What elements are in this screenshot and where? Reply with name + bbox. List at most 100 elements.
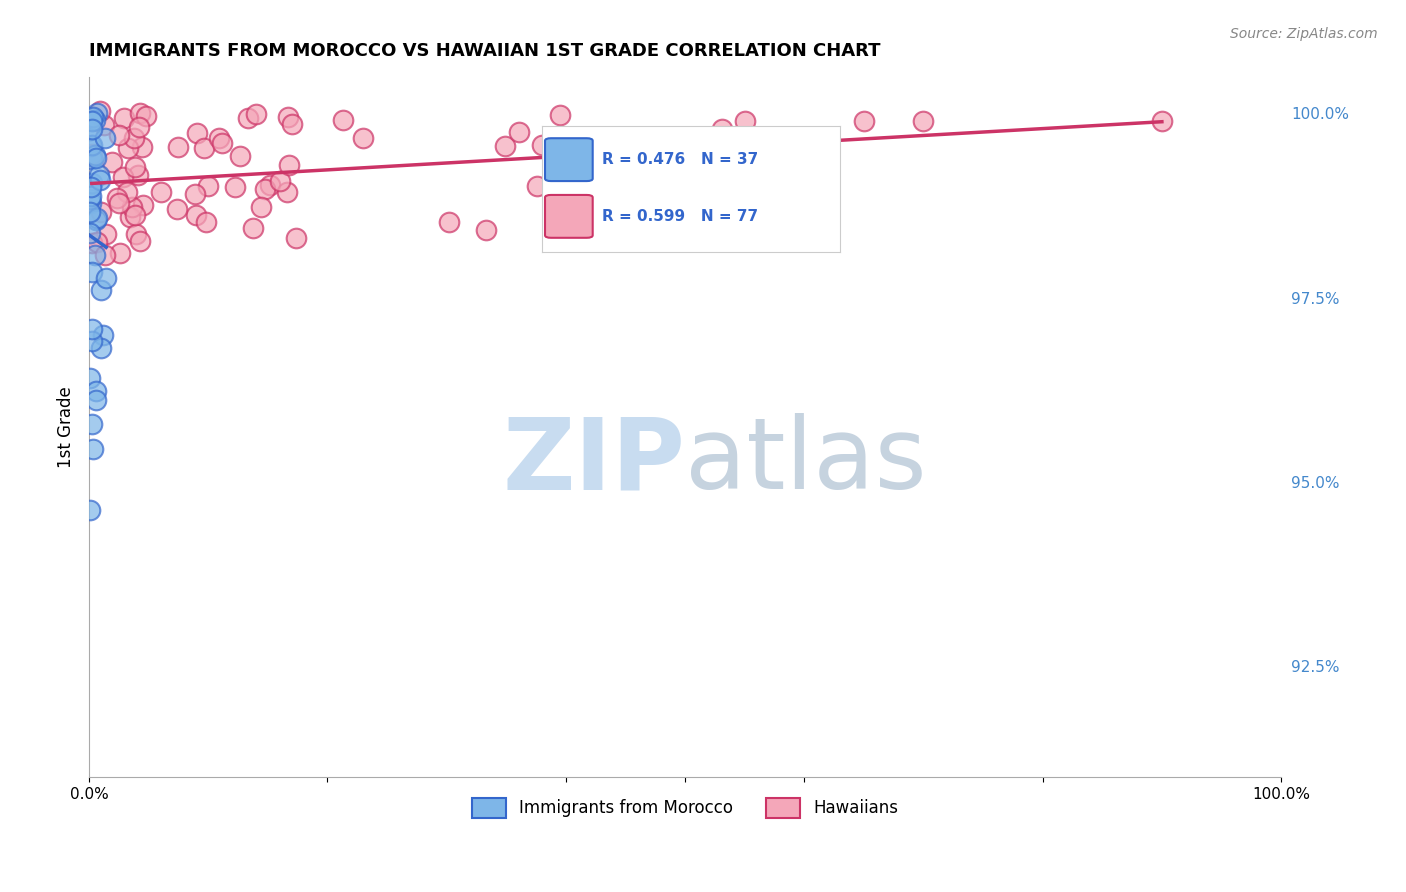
Point — [688, 197, 710, 211]
Point — [80, 147, 103, 161]
Point — [84, 384, 107, 398]
Point — [80, 265, 103, 279]
Legend: Immigrants from Morocco, Hawaiians: Immigrants from Morocco, Hawaiians — [465, 791, 904, 824]
Point — [79, 180, 101, 194]
Point — [93, 118, 115, 132]
Point — [89, 168, 111, 182]
Point — [79, 205, 101, 219]
Point — [80, 138, 103, 153]
Point — [245, 107, 267, 121]
Point — [79, 503, 101, 517]
Point — [86, 211, 108, 226]
Point — [82, 110, 104, 124]
Point — [91, 328, 114, 343]
Point — [115, 186, 138, 200]
Point — [111, 170, 134, 185]
Point — [211, 136, 233, 150]
Point — [120, 211, 142, 225]
Point — [281, 117, 304, 131]
Point — [94, 130, 117, 145]
Point — [84, 248, 107, 262]
Point — [84, 213, 107, 227]
Point — [90, 341, 112, 355]
Point — [193, 141, 215, 155]
Point — [229, 149, 252, 163]
Point — [101, 155, 124, 169]
Point — [89, 103, 111, 118]
Point — [586, 143, 609, 157]
Point — [86, 235, 108, 249]
Point — [80, 417, 103, 431]
Point — [94, 227, 117, 241]
Point — [166, 202, 188, 216]
Point — [530, 137, 553, 152]
Point — [80, 114, 103, 128]
Point — [259, 178, 281, 193]
Y-axis label: 1st Grade: 1st Grade — [58, 386, 75, 467]
Point — [117, 141, 139, 155]
Point — [579, 137, 602, 152]
Point — [105, 191, 128, 205]
Point — [135, 109, 157, 123]
Point — [125, 227, 148, 241]
Point — [710, 122, 733, 136]
Point — [194, 215, 217, 229]
Point — [128, 120, 150, 134]
Point — [548, 108, 571, 122]
Point — [276, 185, 298, 199]
Point — [249, 200, 271, 214]
Point — [80, 196, 103, 211]
Point — [107, 128, 129, 143]
Point — [285, 230, 308, 244]
Text: Source: ZipAtlas.com: Source: ZipAtlas.com — [1230, 27, 1378, 41]
Point — [593, 172, 616, 186]
Point — [508, 125, 530, 139]
Point — [80, 236, 103, 251]
Point — [128, 105, 150, 120]
Text: ZIP: ZIP — [502, 413, 685, 510]
Point — [641, 149, 664, 163]
Point — [124, 160, 146, 174]
Point — [186, 126, 208, 140]
Point — [1150, 113, 1173, 128]
Point — [254, 182, 277, 196]
Point — [90, 283, 112, 297]
Point — [278, 158, 301, 172]
Point — [734, 113, 756, 128]
Point — [82, 442, 104, 457]
Point — [224, 179, 246, 194]
Point — [79, 123, 101, 137]
Point — [108, 196, 131, 211]
Point — [197, 178, 219, 193]
Point — [79, 192, 101, 206]
Point — [79, 371, 101, 385]
Point — [475, 223, 498, 237]
Point — [79, 226, 101, 240]
Point — [912, 113, 935, 128]
Point — [80, 334, 103, 348]
Point — [112, 112, 135, 126]
Point — [80, 122, 103, 136]
Point — [526, 179, 548, 194]
Point — [575, 194, 598, 208]
Point — [184, 208, 207, 222]
Point — [269, 174, 291, 188]
Point — [127, 169, 149, 183]
Point — [90, 205, 112, 219]
Point — [352, 131, 374, 145]
Point — [494, 138, 516, 153]
Point — [612, 130, 634, 145]
Point — [110, 246, 132, 260]
Point — [131, 198, 153, 212]
Point — [80, 189, 103, 203]
Point — [131, 140, 153, 154]
Point — [80, 137, 103, 152]
Point — [83, 113, 105, 128]
Point — [122, 131, 145, 145]
Point — [80, 152, 103, 166]
Point — [238, 111, 260, 125]
Point — [124, 208, 146, 222]
Point — [166, 140, 188, 154]
Point — [121, 200, 143, 214]
Point — [82, 322, 104, 336]
